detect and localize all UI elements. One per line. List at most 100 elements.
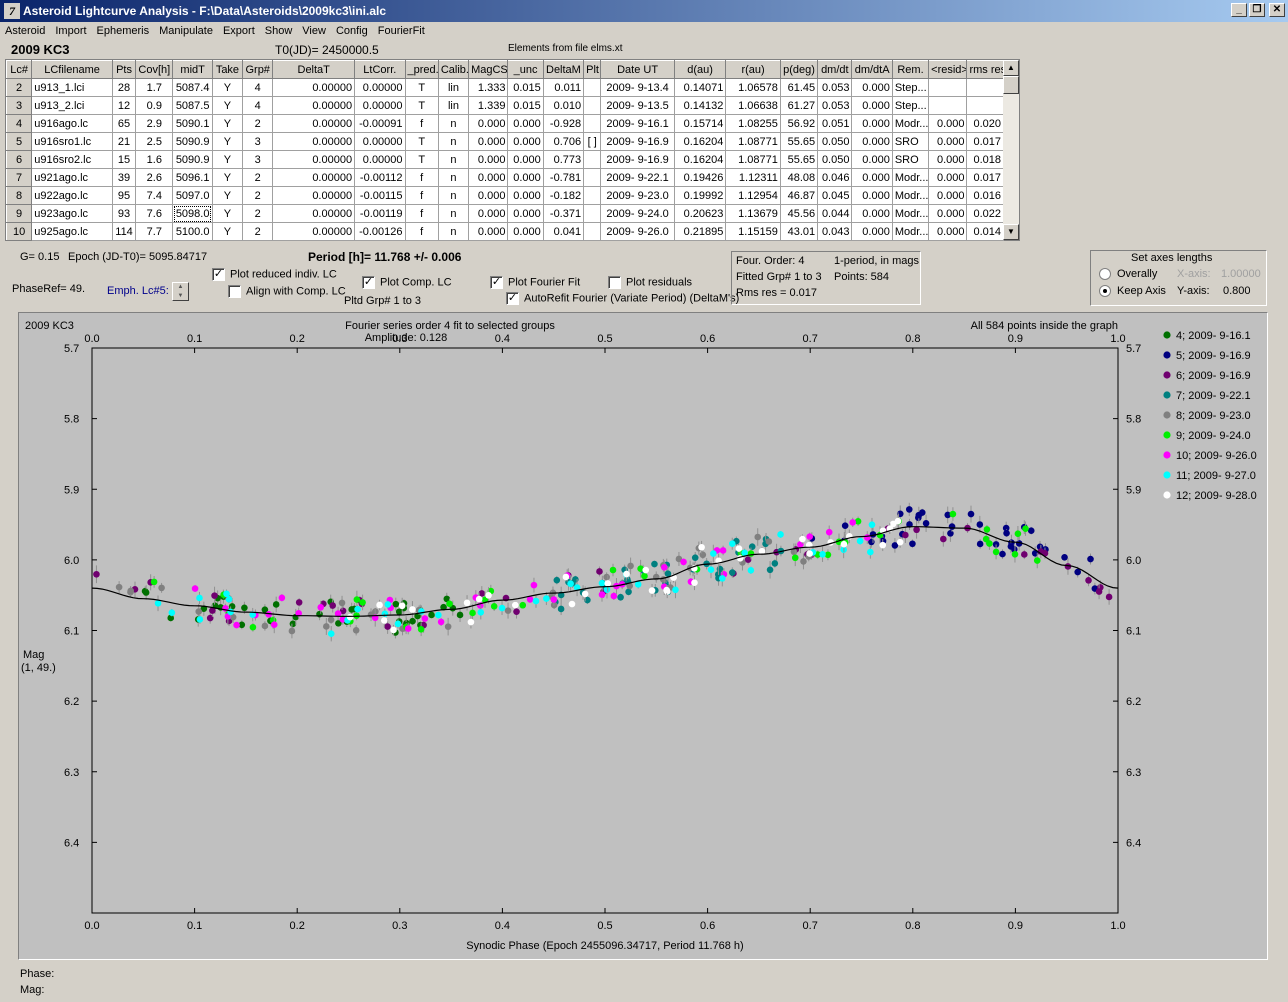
table-cell[interactable]: u923ago.lc bbox=[31, 204, 113, 223]
table-cell[interactable]: -0.781 bbox=[542, 168, 585, 187]
table-cell[interactable]: 0.050 bbox=[817, 150, 853, 169]
column-header[interactable]: Lc# bbox=[5, 60, 33, 79]
table-cell[interactable]: 2 bbox=[242, 168, 274, 187]
table-cell[interactable] bbox=[966, 78, 1004, 97]
table-cell[interactable]: 0.000 bbox=[507, 114, 544, 133]
emph-spinner[interactable]: ▲ ▼ bbox=[172, 282, 189, 301]
plot-fourier-checkbox[interactable]: ✓ bbox=[490, 276, 503, 289]
table-cell[interactable]: 0.00000 bbox=[354, 78, 406, 97]
table-cell[interactable]: 0.9 bbox=[135, 96, 174, 115]
scroll-thumb[interactable] bbox=[1003, 76, 1019, 94]
plot-comp-option[interactable]: ✓ Plot Comp. LC bbox=[362, 276, 452, 289]
table-cell[interactable]: T bbox=[404, 150, 439, 169]
plot-reduced-checkbox[interactable]: ✓ bbox=[212, 268, 225, 281]
column-header[interactable]: <resid> bbox=[928, 60, 968, 79]
table-cell[interactable]: 0.000 bbox=[851, 222, 893, 241]
lightcurve-chart[interactable]: 2009 KC3 Fourier series order 4 fit to se… bbox=[18, 312, 1268, 960]
table-cell[interactable]: Y bbox=[211, 150, 244, 169]
row-number[interactable]: 4 bbox=[5, 114, 33, 133]
table-cell[interactable]: 0.00000 bbox=[354, 96, 406, 115]
column-header[interactable]: MagCS bbox=[468, 60, 509, 79]
table-cell[interactable]: u916ago.lc bbox=[31, 114, 113, 133]
column-header[interactable]: Pts bbox=[111, 60, 137, 79]
plot-comp-checkbox[interactable]: ✓ bbox=[362, 276, 375, 289]
column-header[interactable]: Rem. bbox=[891, 60, 930, 79]
table-cell[interactable]: 0.000 bbox=[928, 168, 968, 187]
table-cell[interactable]: 5096.1 bbox=[172, 168, 213, 187]
table-cell[interactable]: 0.017 bbox=[966, 168, 1004, 187]
column-header[interactable]: d(au) bbox=[673, 60, 727, 79]
table-cell[interactable]: n bbox=[437, 186, 470, 205]
table-cell[interactable]: 0.000 bbox=[507, 168, 544, 187]
table-cell[interactable]: 0.15714 bbox=[673, 114, 727, 133]
menu-fourierfit[interactable]: FourierFit bbox=[377, 25, 425, 37]
table-cell[interactable]: 0.000 bbox=[507, 186, 544, 205]
table-cell[interactable]: 1.12954 bbox=[725, 186, 781, 205]
table-cell[interactable]: 0.014 bbox=[966, 222, 1004, 241]
table-cell[interactable]: 0.041 bbox=[542, 222, 585, 241]
table-cell[interactable]: 39 bbox=[111, 168, 137, 187]
table-cell[interactable]: 3 bbox=[242, 150, 274, 169]
table-cell[interactable]: 0.053 bbox=[817, 96, 853, 115]
table-cell[interactable]: 2009- 9-16.1 bbox=[600, 114, 675, 133]
autorefit-option[interactable]: ✓ AutoRefit Fourier (Variate Period) (Del… bbox=[506, 292, 739, 305]
table-cell[interactable]: -0.00126 bbox=[354, 222, 406, 241]
table-cell[interactable]: 48.08 bbox=[779, 168, 819, 187]
menu-import[interactable]: Import bbox=[55, 25, 87, 37]
plot-fourier-option[interactable]: ✓ Plot Fourier Fit bbox=[490, 276, 580, 289]
table-cell[interactable]: 7.7 bbox=[135, 222, 174, 241]
table-row[interactable]: 5 u916sro1.lc 21 2.5 5090.9 Y 3 0.00000 0.00000 T… bbox=[5, 132, 1004, 151]
menu-show[interactable]: Show bbox=[264, 25, 293, 37]
table-cell[interactable]: 1.08771 bbox=[725, 132, 781, 151]
table-cell[interactable]: T bbox=[404, 96, 439, 115]
table-cell[interactable]: n bbox=[437, 204, 470, 223]
table-row[interactable]: 7 u921ago.lc 39 2.6 5096.1 Y 2 0.00000 -0.00112 f… bbox=[5, 168, 1004, 187]
table-cell[interactable]: 1.06638 bbox=[725, 96, 781, 115]
table-cell[interactable]: 0.14071 bbox=[673, 78, 727, 97]
menu-manipulate[interactable]: Manipulate bbox=[159, 25, 213, 37]
table-cell[interactable]: 0.000 bbox=[928, 222, 968, 241]
table-cell[interactable] bbox=[928, 96, 968, 115]
table-cell[interactable]: 0.044 bbox=[817, 204, 853, 223]
table-cell[interactable]: 2 bbox=[242, 186, 274, 205]
table-cell[interactable]: Modr... bbox=[891, 114, 930, 133]
table-cell[interactable]: 0.00000 bbox=[272, 186, 356, 205]
table-cell[interactable]: Y bbox=[211, 96, 244, 115]
table-cell[interactable]: 56.92 bbox=[779, 114, 819, 133]
table-cell[interactable]: Y bbox=[211, 114, 244, 133]
row-number[interactable]: 9 bbox=[5, 204, 33, 223]
table-cell[interactable]: 55.65 bbox=[779, 150, 819, 169]
column-header[interactable]: Grp# bbox=[242, 60, 274, 79]
spinner-up-icon[interactable]: ▲ bbox=[177, 284, 184, 290]
table-cell[interactable]: 0.000 bbox=[507, 204, 544, 223]
menu-view[interactable]: View bbox=[302, 25, 326, 37]
table-cell[interactable]: 5100.0 bbox=[172, 222, 213, 241]
table-cell[interactable]: f bbox=[404, 222, 439, 241]
table-cell[interactable]: 0.045 bbox=[817, 186, 853, 205]
table-cell[interactable]: 0.000 bbox=[928, 132, 968, 151]
table-cell[interactable]: 0.00000 bbox=[272, 168, 356, 187]
table-cell[interactable]: u922ago.lc bbox=[31, 186, 113, 205]
table-cell[interactable]: 0.000 bbox=[468, 204, 509, 223]
table-cell[interactable]: 0.000 bbox=[468, 114, 509, 133]
table-cell[interactable]: 2009- 9-16.9 bbox=[600, 132, 675, 151]
table-cell[interactable]: 43.01 bbox=[779, 222, 819, 241]
table-cell[interactable]: Modr... bbox=[891, 168, 930, 187]
table-cell[interactable]: 0.010 bbox=[542, 96, 585, 115]
menu-asteroid[interactable]: Asteroid bbox=[5, 25, 46, 37]
column-header[interactable]: rms res bbox=[966, 60, 1004, 79]
plot-residuals-checkbox[interactable] bbox=[608, 276, 621, 289]
table-cell[interactable]: 1.339 bbox=[468, 96, 509, 115]
table-cell[interactable]: n bbox=[437, 132, 470, 151]
table-cell[interactable]: 0.14132 bbox=[673, 96, 727, 115]
table-cell[interactable]: n bbox=[437, 114, 470, 133]
table-cell[interactable]: Modr... bbox=[891, 222, 930, 241]
table-cell[interactable]: -0.371 bbox=[542, 204, 585, 223]
table-cell[interactable]: lin bbox=[437, 78, 470, 97]
table-cell[interactable]: 0.16204 bbox=[673, 150, 727, 169]
table-cell[interactable]: 7.4 bbox=[135, 186, 174, 205]
table-cell[interactable]: -0.00119 bbox=[354, 204, 406, 223]
scroll-down-icon[interactable]: ▼ bbox=[1003, 224, 1019, 240]
table-cell[interactable]: 1.08255 bbox=[725, 114, 781, 133]
table-cell[interactable]: Modr... bbox=[891, 204, 930, 223]
